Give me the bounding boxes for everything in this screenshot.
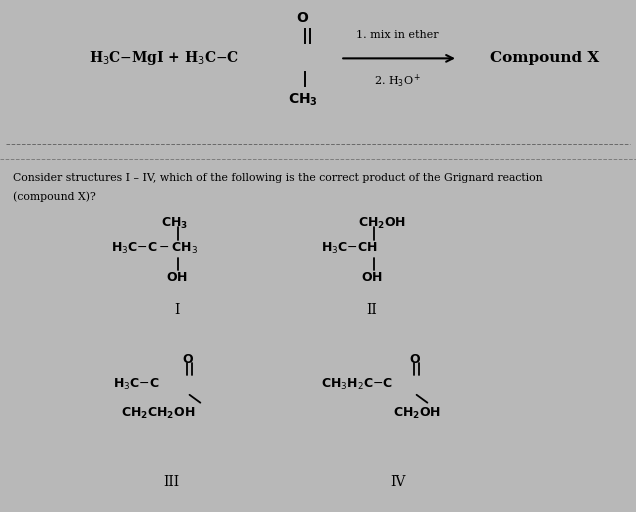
Text: 2. H$_3$O$^+$: 2. H$_3$O$^+$ — [374, 73, 421, 90]
Text: $\mathbf{OH}$: $\mathbf{OH}$ — [166, 271, 188, 284]
Text: $\mathbf{CH_2OH}$: $\mathbf{CH_2OH}$ — [392, 406, 441, 421]
Text: H$_3$C$-\mathbf{C}$: H$_3$C$-\mathbf{C}$ — [113, 377, 160, 392]
Text: 1. mix in ether: 1. mix in ether — [356, 30, 439, 40]
Text: IV: IV — [390, 475, 405, 488]
Text: $\mathbf{O}$: $\mathbf{O}$ — [182, 353, 193, 366]
Text: $\mathbf{CH_3}$: $\mathbf{CH_3}$ — [162, 216, 188, 231]
Text: II: II — [367, 303, 377, 316]
Text: $\bf{O}$: $\bf{O}$ — [296, 11, 309, 26]
Text: I: I — [174, 303, 179, 316]
Text: $\mathbf{OH}$: $\mathbf{OH}$ — [361, 271, 383, 284]
Text: Compound X: Compound X — [490, 51, 599, 66]
Text: $\mathbf{O}$: $\mathbf{O}$ — [409, 353, 420, 366]
Text: $\mathbf{CH_2OH}$: $\mathbf{CH_2OH}$ — [357, 216, 406, 231]
Text: Consider structures I – IV, which of the following is the correct product of the: Consider structures I – IV, which of the… — [13, 173, 543, 183]
Text: H$_3$C$-\mathbf{C}-$CH$_3$: H$_3$C$-\mathbf{C}-$CH$_3$ — [111, 241, 198, 256]
Text: $\mathbf{CH_2CH_2OH}$: $\mathbf{CH_2CH_2OH}$ — [121, 406, 195, 421]
Text: (compound X)?: (compound X)? — [13, 191, 95, 202]
Text: H$_3$C$-$MgI + H$_3$C$-$C: H$_3$C$-$MgI + H$_3$C$-$C — [89, 49, 239, 68]
Text: H$_3$C$-\mathbf{CH}$: H$_3$C$-\mathbf{CH}$ — [321, 241, 378, 256]
Text: III: III — [163, 475, 180, 488]
Text: CH$_3$H$_2$C$-\mathbf{C}$: CH$_3$H$_2$C$-\mathbf{C}$ — [321, 377, 394, 392]
Text: $\bf{CH_3}$: $\bf{CH_3}$ — [287, 92, 318, 108]
